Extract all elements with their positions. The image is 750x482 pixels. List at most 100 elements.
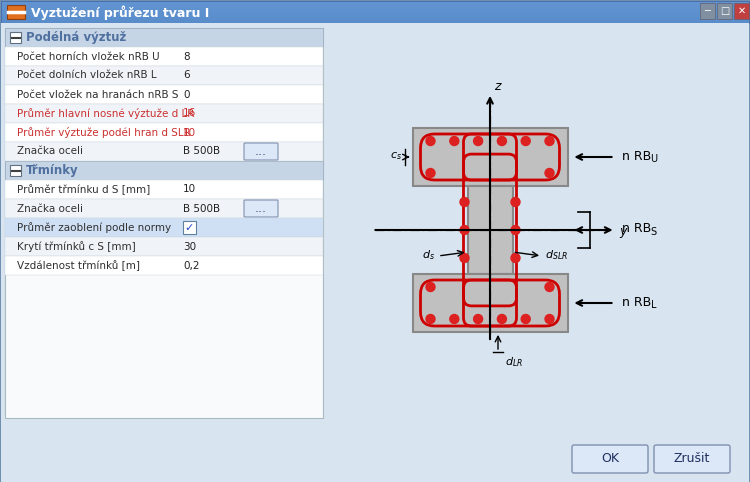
FancyBboxPatch shape xyxy=(654,445,730,473)
Bar xyxy=(183,221,196,234)
Circle shape xyxy=(511,226,520,235)
Text: Vyztužení průřezu tvaru I: Vyztužení průřezu tvaru I xyxy=(31,6,209,20)
Bar xyxy=(5,142,323,161)
Bar xyxy=(5,218,323,237)
Bar xyxy=(1,13,749,14)
Bar xyxy=(413,274,568,332)
Circle shape xyxy=(460,198,469,206)
Circle shape xyxy=(511,254,520,263)
Circle shape xyxy=(545,282,554,292)
Circle shape xyxy=(450,136,459,146)
Text: $c_s$: $c_s$ xyxy=(389,150,401,162)
Text: n RB: n RB xyxy=(622,295,652,308)
Bar xyxy=(5,256,323,275)
Circle shape xyxy=(521,314,530,323)
Text: Zrušit: Zrušit xyxy=(674,453,710,466)
Text: y: y xyxy=(620,225,627,238)
Bar xyxy=(5,85,323,104)
FancyBboxPatch shape xyxy=(244,143,278,160)
Bar xyxy=(413,128,568,186)
Circle shape xyxy=(497,314,506,323)
Bar xyxy=(5,180,323,199)
FancyBboxPatch shape xyxy=(244,200,278,217)
Text: Značka oceli: Značka oceli xyxy=(17,203,83,214)
Bar xyxy=(1,6,749,7)
Text: ✕: ✕ xyxy=(737,6,746,16)
Circle shape xyxy=(473,136,482,146)
Circle shape xyxy=(545,136,554,146)
Bar xyxy=(1,14,749,15)
Text: z: z xyxy=(494,80,500,93)
Text: Třmínky: Třmínky xyxy=(26,164,79,177)
Bar xyxy=(734,3,749,19)
Bar xyxy=(10,32,21,43)
Text: $d_{LR}$: $d_{LR}$ xyxy=(505,355,523,369)
Text: Počet dolních vložek nRB L: Počet dolních vložek nRB L xyxy=(17,70,157,80)
Circle shape xyxy=(497,136,506,146)
Bar xyxy=(1,1,749,23)
Bar xyxy=(1,22,749,23)
Bar xyxy=(1,17,749,18)
Bar xyxy=(1,20,749,21)
Bar xyxy=(1,2,749,3)
Bar xyxy=(5,161,323,180)
Text: ...: ... xyxy=(255,202,267,215)
Text: Krytí třmínků c S [mm]: Krytí třmínků c S [mm] xyxy=(17,241,136,252)
Text: S: S xyxy=(650,227,657,237)
Bar xyxy=(1,16,749,17)
Bar xyxy=(5,199,323,218)
Bar xyxy=(1,1,749,2)
Bar xyxy=(5,123,323,142)
Bar xyxy=(10,165,21,176)
Bar xyxy=(467,186,512,274)
Bar xyxy=(1,3,749,4)
Circle shape xyxy=(473,314,482,323)
Text: 8: 8 xyxy=(183,52,190,62)
Bar xyxy=(5,66,323,85)
Bar xyxy=(5,237,323,256)
Text: 0,2: 0,2 xyxy=(183,260,200,270)
Circle shape xyxy=(545,314,554,323)
Bar xyxy=(1,12,749,13)
Text: Značka oceli: Značka oceli xyxy=(17,147,83,157)
Circle shape xyxy=(545,169,554,177)
Text: □: □ xyxy=(720,6,729,16)
Bar xyxy=(700,3,715,19)
Text: 30: 30 xyxy=(183,241,196,252)
Circle shape xyxy=(426,282,435,292)
Text: Podélná výztuž: Podélná výztuž xyxy=(26,31,126,44)
Text: 0: 0 xyxy=(183,90,190,99)
Text: Vzdálenost třmínků [m]: Vzdálenost třmínků [m] xyxy=(17,260,140,271)
Text: OK: OK xyxy=(601,453,619,466)
Circle shape xyxy=(450,314,459,323)
Bar xyxy=(5,28,323,47)
Text: Počet horních vložek nRB U: Počet horních vložek nRB U xyxy=(17,52,160,62)
Text: Průměr třmínku d S [mm]: Průměr třmínku d S [mm] xyxy=(17,184,150,195)
Text: ✓: ✓ xyxy=(184,223,194,232)
Text: B 500B: B 500B xyxy=(183,147,220,157)
Text: U: U xyxy=(650,154,658,164)
Circle shape xyxy=(460,226,469,235)
Bar xyxy=(1,21,749,22)
Circle shape xyxy=(426,136,435,146)
Text: ─: ─ xyxy=(704,6,710,16)
Text: B 500B: B 500B xyxy=(183,203,220,214)
Text: $d_{SLR}$: $d_{SLR}$ xyxy=(545,248,568,262)
Text: ...: ... xyxy=(255,145,267,158)
Text: Průměr zaoblení podle normy: Průměr zaoblení podle normy xyxy=(17,222,171,233)
Text: 10: 10 xyxy=(183,185,196,195)
Text: $d_s$: $d_s$ xyxy=(422,248,435,262)
Bar xyxy=(5,28,323,418)
Text: Počet vložek na hranách nRB S: Počet vložek na hranách nRB S xyxy=(17,90,178,99)
Bar xyxy=(1,10,749,11)
Bar xyxy=(1,7,749,8)
Text: Průměr výztuže podél hran d SLR: Průměr výztuže podél hran d SLR xyxy=(17,127,190,138)
Bar xyxy=(5,47,323,66)
Bar xyxy=(1,5,749,6)
Bar xyxy=(1,15,749,16)
Bar xyxy=(1,11,749,12)
Text: n RB: n RB xyxy=(622,149,652,162)
Bar xyxy=(5,104,323,123)
Bar xyxy=(1,4,749,5)
Bar xyxy=(1,19,749,20)
